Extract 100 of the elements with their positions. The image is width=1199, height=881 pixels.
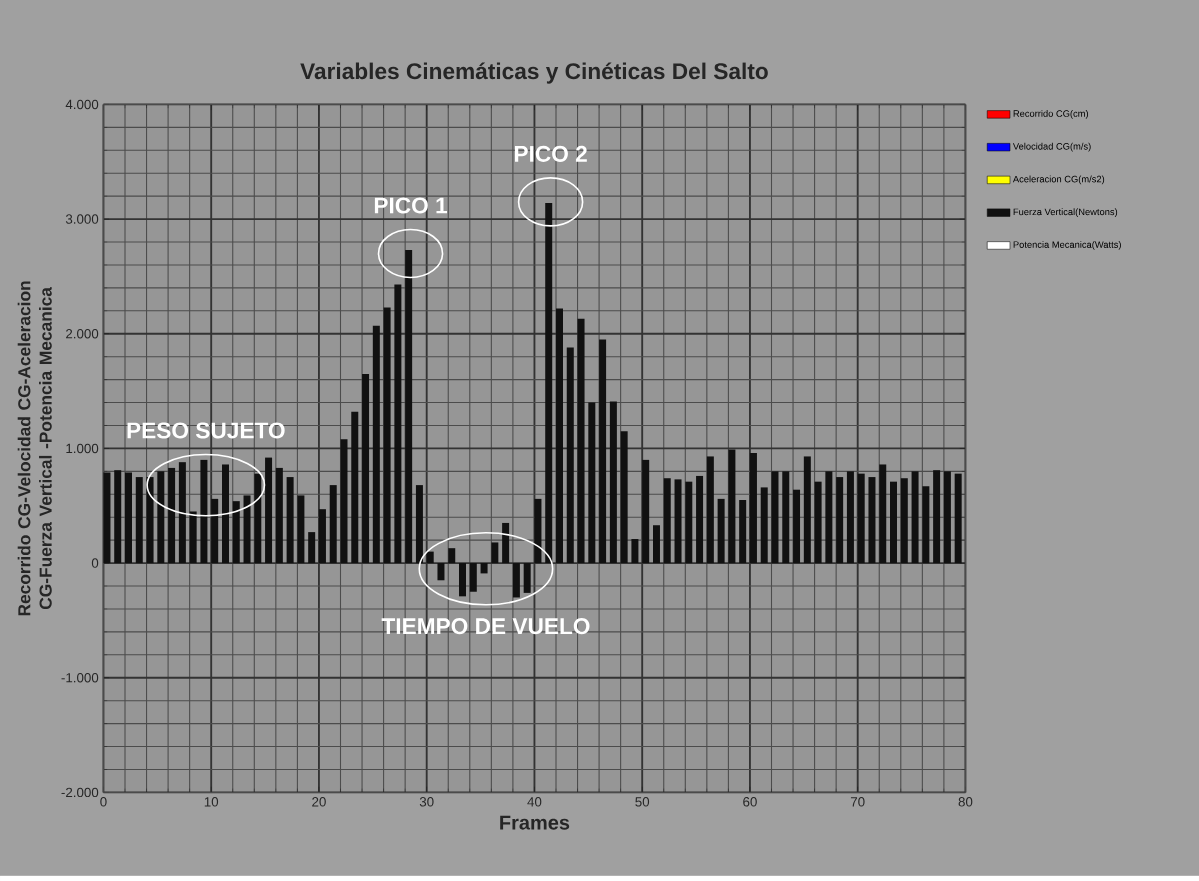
y-tick-label: 1.000	[66, 443, 99, 454]
bar	[437, 563, 445, 581]
bar	[814, 481, 822, 564]
bar	[760, 487, 768, 564]
bar	[674, 479, 682, 564]
x-tick-label: 40	[527, 797, 542, 807]
chart-title: Variables Cinemáticas y Cinéticas Del Salto	[300, 62, 768, 84]
bar	[448, 548, 456, 564]
bar	[555, 308, 563, 564]
bar	[706, 456, 714, 564]
bar	[879, 464, 887, 564]
bar	[566, 347, 574, 564]
bar	[793, 489, 801, 564]
bar	[426, 551, 434, 564]
bar	[652, 525, 660, 564]
bar	[265, 457, 273, 564]
bar	[308, 532, 316, 564]
bar	[599, 339, 607, 564]
bar	[943, 471, 951, 564]
legend-label: Fuerza Vertical(Newtons)	[1013, 208, 1118, 217]
x-tick-label: 70	[850, 797, 865, 807]
bar	[372, 325, 380, 564]
bar	[588, 402, 596, 564]
bar	[782, 471, 790, 564]
bar	[502, 522, 510, 564]
x-tick-label: 50	[635, 797, 650, 807]
bar	[221, 464, 229, 564]
legend-label: Recorrido CG(cm)	[1013, 110, 1089, 119]
x-tick-label: 20	[312, 797, 326, 807]
bar	[803, 456, 811, 564]
bar	[178, 462, 186, 564]
bar	[415, 485, 423, 564]
bar	[523, 563, 531, 593]
y-tick-label: 2.000	[66, 329, 99, 339]
bar	[836, 477, 844, 564]
bar	[696, 475, 704, 564]
bar	[922, 486, 930, 564]
bar	[739, 500, 747, 564]
bar	[545, 203, 553, 564]
bar	[157, 471, 165, 564]
bar	[125, 472, 132, 564]
bar	[200, 459, 208, 564]
bar	[318, 509, 326, 564]
bar	[480, 563, 488, 574]
bar	[642, 459, 650, 564]
x-tick-label: 10	[204, 797, 219, 807]
x-tick-label: 80	[958, 797, 973, 807]
bar	[275, 467, 283, 564]
bar	[728, 449, 736, 564]
bar	[868, 477, 876, 564]
y-tick-label: 0	[91, 558, 99, 568]
bar	[459, 563, 467, 597]
bar	[609, 401, 617, 564]
bar	[135, 477, 143, 564]
x-axis-title: Frames	[500, 815, 570, 830]
bar	[286, 477, 294, 564]
legend-label: Aceleracion CG(m/s2)	[1012, 175, 1105, 185]
bar	[340, 439, 348, 564]
x-tick-label: 60	[743, 797, 757, 807]
bar	[232, 501, 240, 564]
bar	[890, 481, 898, 564]
bar	[146, 477, 154, 564]
bar	[383, 307, 391, 564]
y-axis-title: Recorrido CG-Velocidad CG-Aceleracion CG-Fuerza Vertical -Potencia Mecanica	[17, 281, 52, 616]
bar	[405, 250, 413, 564]
legend-label: Potencia Mecanica(Watts)	[1013, 241, 1121, 250]
bar	[362, 373, 370, 564]
bar	[351, 411, 359, 564]
bar	[857, 473, 865, 564]
y-tick-label: -2.000	[61, 787, 99, 798]
y-tick-label: 4.000	[65, 99, 99, 110]
bar	[771, 471, 779, 564]
bar	[749, 453, 757, 564]
bar	[717, 498, 725, 564]
x-tick-label: 30	[419, 797, 434, 807]
y-tick-label: 3.000	[65, 214, 99, 224]
bar	[243, 495, 251, 564]
bar	[663, 478, 671, 564]
bar	[577, 318, 585, 564]
y-tick-label: -1.000	[61, 673, 99, 683]
bar	[685, 481, 693, 564]
bar	[114, 470, 122, 564]
bar	[512, 563, 520, 598]
bar	[933, 470, 941, 564]
bar	[825, 471, 833, 564]
x-tick-label: 0	[100, 797, 107, 807]
bar	[534, 498, 542, 564]
bar	[846, 471, 854, 564]
bar	[631, 539, 639, 564]
bar	[394, 284, 402, 564]
bar	[620, 431, 628, 564]
bar	[297, 495, 305, 564]
bar	[469, 563, 477, 592]
bar	[189, 511, 197, 564]
bar	[954, 473, 962, 564]
bar	[491, 542, 499, 564]
bar	[168, 467, 176, 564]
bar	[900, 478, 908, 564]
bar	[103, 472, 111, 564]
legend-label: Velocidad CG(m/s)	[1012, 142, 1091, 152]
